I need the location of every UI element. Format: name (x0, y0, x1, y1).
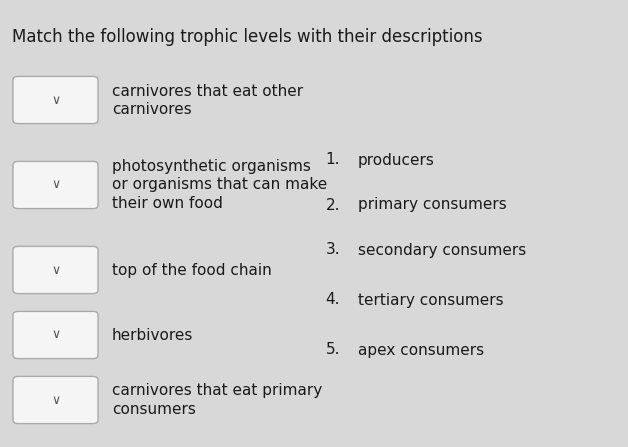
Text: apex consumers: apex consumers (358, 342, 484, 358)
Text: ∨: ∨ (51, 263, 60, 277)
Text: ∨: ∨ (51, 93, 60, 106)
Text: carnivores that eat primary: carnivores that eat primary (112, 384, 322, 398)
Text: ∨: ∨ (51, 178, 60, 191)
Text: tertiary consumers: tertiary consumers (358, 292, 504, 308)
Text: carnivores that eat other: carnivores that eat other (112, 84, 303, 98)
Text: 3.: 3. (325, 243, 340, 257)
Text: 1.: 1. (325, 152, 340, 168)
FancyBboxPatch shape (13, 76, 98, 123)
Text: primary consumers: primary consumers (358, 198, 507, 212)
Text: their own food: their own food (112, 195, 223, 211)
Text: producers: producers (358, 152, 435, 168)
FancyBboxPatch shape (13, 376, 98, 424)
Text: herbivores: herbivores (112, 328, 193, 342)
Text: secondary consumers: secondary consumers (358, 243, 526, 257)
Text: carnivores: carnivores (112, 101, 192, 117)
FancyBboxPatch shape (13, 246, 98, 294)
Text: 4.: 4. (325, 292, 340, 308)
FancyBboxPatch shape (13, 161, 98, 209)
Text: 5.: 5. (325, 342, 340, 358)
Text: photosynthetic organisms: photosynthetic organisms (112, 160, 311, 174)
FancyBboxPatch shape (13, 312, 98, 358)
Text: or organisms that can make: or organisms that can make (112, 177, 327, 193)
Text: top of the food chain: top of the food chain (112, 262, 272, 278)
Text: Match the following trophic levels with their descriptions: Match the following trophic levels with … (12, 28, 483, 46)
Text: 2.: 2. (325, 198, 340, 212)
Text: ∨: ∨ (51, 393, 60, 406)
Text: ∨: ∨ (51, 329, 60, 342)
Text: consumers: consumers (112, 401, 196, 417)
